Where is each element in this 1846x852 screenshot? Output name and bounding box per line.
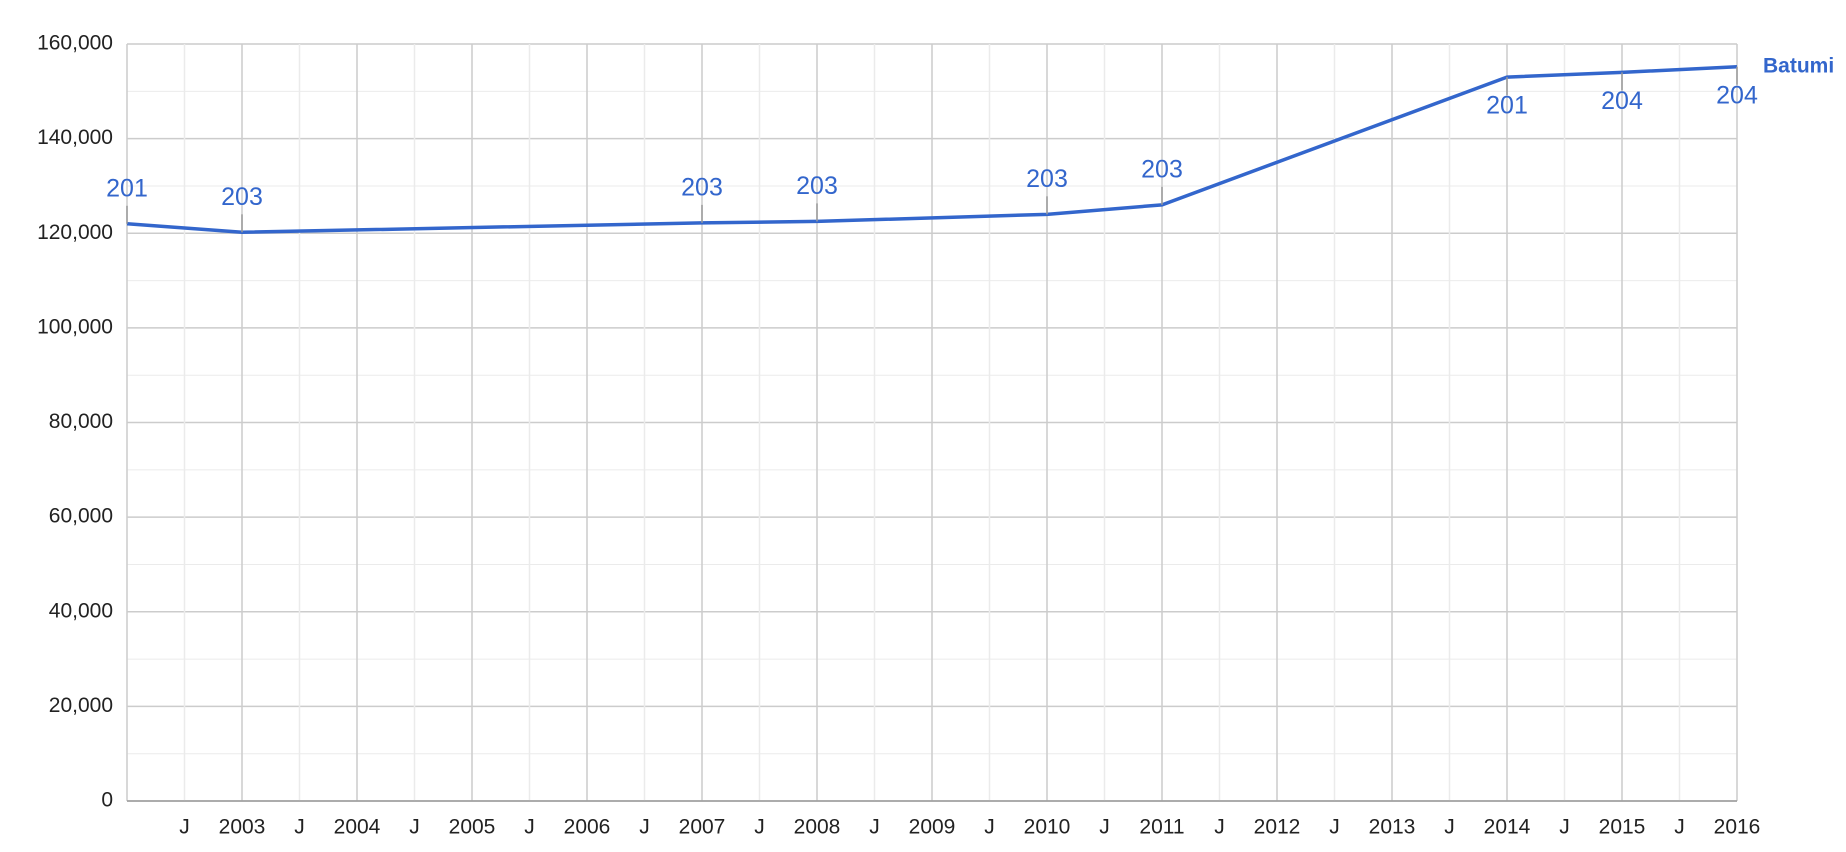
- x-tick-label: 2004: [334, 816, 381, 839]
- y-tick-label: 20,000: [49, 694, 113, 717]
- x-tick-label: 2013: [1369, 816, 1416, 839]
- annotation: 203: [1141, 155, 1183, 183]
- legend-label: Batumi: [1763, 54, 1834, 77]
- x-tick-label: J: [869, 816, 880, 839]
- annotation: 203: [221, 183, 263, 211]
- annotation: 204: [1716, 81, 1758, 109]
- x-tick-label: 2006: [564, 816, 611, 839]
- x-tick-label: 2005: [449, 816, 496, 839]
- annotation: 204: [1601, 87, 1643, 115]
- x-tick-label: J: [984, 816, 995, 839]
- x-tick-label: J: [1214, 816, 1225, 839]
- annotation: 203: [1026, 165, 1068, 193]
- annotation: 201: [106, 174, 148, 202]
- y-tick-label: 0: [101, 789, 113, 812]
- x-tick-label: J: [1444, 816, 1455, 839]
- x-tick-label: J: [1559, 816, 1570, 839]
- y-tick-label: 100,000: [37, 315, 113, 338]
- x-tick-label: J: [754, 816, 765, 839]
- x-tick-label: J: [1674, 816, 1685, 839]
- y-tick-label: 140,000: [37, 126, 113, 149]
- x-tick-label: 2007: [679, 816, 726, 839]
- x-tick-label: 2011: [1139, 816, 1184, 839]
- x-tick-label: J: [179, 816, 190, 839]
- x-tick-label: 2009: [909, 816, 956, 839]
- annotation: 203: [681, 173, 723, 201]
- x-tick-label: J: [1099, 816, 1110, 839]
- y-tick-label: 160,000: [37, 32, 113, 55]
- x-tick-label: 2003: [219, 816, 266, 839]
- x-tick-label: J: [639, 816, 650, 839]
- y-tick-label: 40,000: [49, 599, 113, 622]
- y-tick-label: 120,000: [37, 221, 113, 244]
- x-tick-label: 2008: [794, 816, 841, 839]
- y-tick-label: 80,000: [49, 410, 113, 433]
- annotation: 201: [1486, 92, 1528, 120]
- x-tick-label: J: [409, 816, 420, 839]
- x-tick-label: 2016: [1714, 816, 1761, 839]
- annotation: 203: [796, 172, 838, 200]
- x-tick-label: J: [294, 816, 305, 839]
- x-tick-label: J: [524, 816, 535, 839]
- x-tick-label: 2015: [1599, 816, 1646, 839]
- y-tick-label: 60,000: [49, 505, 113, 528]
- x-tick-label: 2010: [1024, 816, 1071, 839]
- x-tick-label: 2012: [1254, 816, 1301, 839]
- x-tick-label: 2014: [1484, 816, 1531, 839]
- x-tick-label: J: [1329, 816, 1340, 839]
